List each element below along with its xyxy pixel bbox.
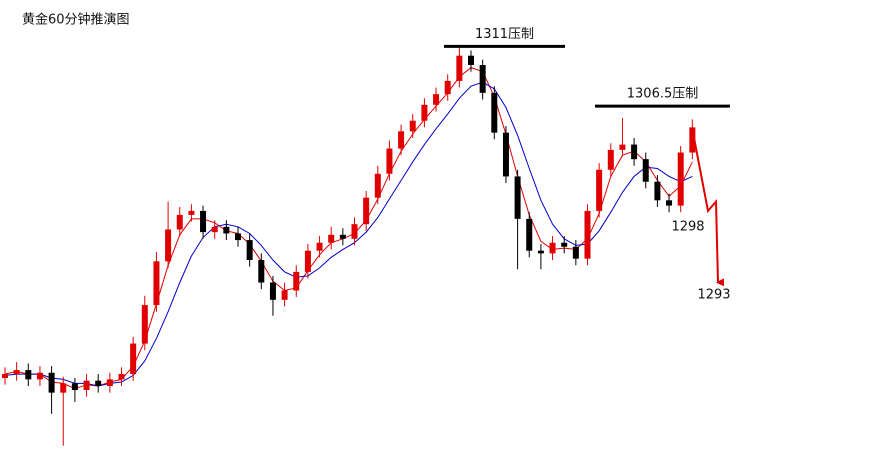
candle-body (339, 234, 346, 239)
candle-body (654, 181, 661, 201)
candle-body (83, 380, 90, 390)
candle-body (386, 148, 393, 174)
candle-body (363, 197, 370, 225)
candle-body (258, 259, 265, 283)
candle-body (223, 226, 230, 234)
candle-body (537, 250, 544, 254)
candle-body (153, 261, 160, 306)
candle-body (456, 55, 463, 81)
candle-body (561, 242, 568, 247)
candle-body (351, 224, 358, 239)
candle-body (211, 226, 218, 233)
candle-body (130, 343, 137, 375)
candle-body (13, 370, 20, 375)
candle-body (106, 379, 113, 387)
candle-body (60, 383, 67, 393)
candle-body (176, 214, 183, 230)
candle-body (491, 92, 498, 133)
candle-body (421, 104, 428, 121)
candle-body (374, 173, 381, 198)
candle-body (689, 127, 696, 153)
candle-body (502, 132, 509, 177)
candle-body (118, 374, 125, 380)
candle-body (36, 372, 43, 380)
resistance-label: 1311压制 (475, 27, 534, 42)
candle-body (269, 282, 276, 300)
candle-body (607, 149, 614, 170)
chart-title: 黄金60分钟推演图 (22, 12, 130, 28)
candle-body (316, 242, 323, 251)
candle-body (479, 64, 486, 93)
candle-body (246, 240, 253, 260)
candle-body (25, 370, 32, 380)
candle-body (328, 234, 335, 243)
resistance-label: 1306.5压制 (627, 87, 699, 102)
candle-body (281, 290, 288, 300)
candle-body (642, 159, 649, 182)
candle-body (188, 210, 195, 215)
candle-body (2, 374, 8, 379)
candle-body (95, 380, 102, 387)
candle-body (444, 80, 451, 95)
candle-body (514, 176, 521, 219)
projection-path (691, 127, 725, 287)
candle-body (677, 152, 684, 206)
candle-body (141, 305, 148, 344)
candle-body (398, 131, 405, 149)
candle-body (293, 271, 300, 291)
candle-body (71, 383, 78, 390)
candle-body (666, 200, 673, 206)
annotation-label: 1298 (671, 219, 704, 234)
candle-body (596, 169, 603, 211)
candle-body (572, 246, 579, 259)
candle-body (409, 120, 416, 132)
candle-body (304, 250, 311, 272)
candle-body (631, 144, 638, 160)
candle-body (235, 233, 241, 241)
candle-body (619, 144, 626, 150)
candle-body (549, 242, 556, 254)
candle-body (433, 94, 440, 105)
moving-average (4, 81, 693, 387)
candle-body (584, 210, 591, 259)
annotation-label: 1293 (697, 288, 730, 303)
candle-body (468, 55, 474, 65)
candle-body (200, 210, 207, 233)
candle-body (48, 372, 55, 393)
candle-body (165, 229, 172, 262)
candle-body (526, 218, 533, 251)
